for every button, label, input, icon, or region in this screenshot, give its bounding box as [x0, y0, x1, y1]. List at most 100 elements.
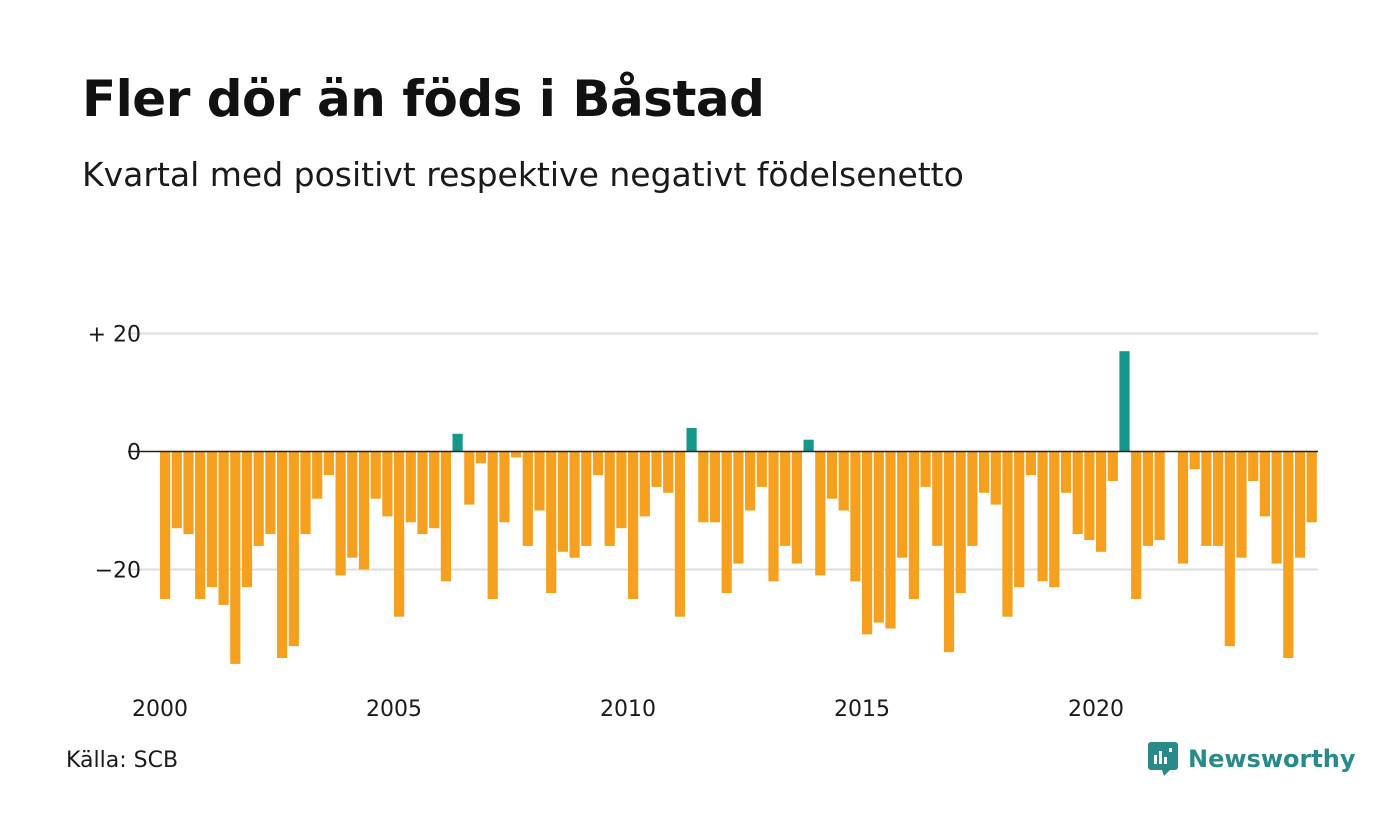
- bar: [1271, 451, 1282, 564]
- newsworthy-logo-icon: [1148, 742, 1178, 776]
- bar: [721, 451, 732, 594]
- bar: [604, 451, 615, 546]
- x-tick-label: 2015: [834, 697, 890, 722]
- bar: [791, 451, 802, 564]
- bar: [674, 451, 685, 617]
- bar: [932, 451, 943, 546]
- bar: [1119, 351, 1130, 452]
- bar: [1084, 451, 1095, 540]
- bar: [440, 451, 451, 582]
- bar: [908, 451, 919, 599]
- bar: [171, 451, 182, 529]
- brand-name: Newsworthy: [1188, 745, 1356, 773]
- chart-subtitle: Kvartal med positivt respektive negativt…: [82, 155, 964, 194]
- bar: [639, 451, 650, 517]
- bar: [206, 451, 217, 588]
- bar: [979, 451, 990, 493]
- bar: [499, 451, 510, 523]
- bar: [534, 451, 545, 511]
- x-axis-ticks: 2000 2005 2010 2015 2020: [132, 697, 1124, 722]
- bar: [920, 451, 931, 487]
- bar: [1049, 451, 1060, 588]
- bar: [733, 451, 744, 564]
- bar: [1060, 451, 1072, 493]
- bar: [616, 451, 627, 529]
- bar: [347, 451, 358, 558]
- bar: [768, 451, 779, 582]
- bar: [1306, 451, 1317, 523]
- x-tick-label: 2005: [366, 697, 422, 722]
- bar: [230, 451, 241, 664]
- bar: [160, 451, 171, 599]
- bar: [382, 451, 393, 517]
- bar: [1283, 451, 1294, 658]
- bar: [1259, 451, 1270, 517]
- bar: [546, 451, 557, 594]
- bar: [651, 451, 662, 487]
- bar: [195, 451, 206, 599]
- bar: [522, 451, 533, 546]
- bar: [452, 433, 463, 452]
- bar: [265, 451, 276, 535]
- bar: [686, 427, 697, 452]
- bar: [323, 451, 334, 476]
- bar: [288, 451, 299, 647]
- bar: [1224, 451, 1235, 647]
- bar: [253, 451, 264, 546]
- bar: [241, 451, 253, 588]
- bar: [745, 451, 756, 511]
- bar: [815, 451, 826, 576]
- bar: [569, 451, 580, 558]
- y-axis-ticks: + 20 0 −20: [88, 323, 141, 584]
- bar: [850, 451, 861, 582]
- bar: [1236, 451, 1247, 558]
- chart-title: Fler dör än föds i Båstad: [82, 70, 765, 128]
- bar: [1189, 451, 1200, 470]
- bar: [990, 451, 1001, 505]
- bar: [885, 451, 896, 629]
- bar: [1096, 451, 1107, 552]
- newsworthy-logo: Newsworthy: [1148, 742, 1356, 776]
- bar: [1107, 451, 1118, 481]
- bar: [873, 451, 884, 623]
- bar: [1201, 451, 1212, 546]
- bar: [1131, 451, 1142, 599]
- bar: [1014, 451, 1025, 588]
- bar: [464, 451, 475, 505]
- x-tick-label: 2000: [132, 697, 188, 722]
- bar: [218, 451, 229, 605]
- bars: [160, 351, 1317, 664]
- bar: [592, 451, 604, 476]
- bar: [628, 451, 639, 599]
- y-tick-label: + 20: [88, 323, 141, 348]
- bar: [429, 451, 440, 529]
- x-tick-label: 2010: [600, 697, 656, 722]
- bar: [487, 451, 498, 599]
- bar: [955, 451, 966, 594]
- x-tick-label: 2020: [1068, 697, 1124, 722]
- bar: [300, 451, 311, 535]
- bar: [1177, 451, 1189, 564]
- bar: [897, 451, 908, 558]
- bar: [756, 451, 767, 487]
- bar: [557, 451, 568, 552]
- bar: [826, 451, 838, 499]
- bar: [943, 451, 955, 653]
- bar: [838, 451, 849, 511]
- y-tick-label: −20: [95, 559, 141, 584]
- bar: [312, 451, 323, 499]
- bar: [967, 451, 978, 546]
- bar: [1154, 451, 1165, 540]
- bar: [183, 451, 194, 535]
- bar: [335, 451, 346, 576]
- bar: [370, 451, 381, 499]
- bar: [417, 451, 428, 535]
- bar: [803, 439, 814, 452]
- bar: [663, 451, 674, 493]
- bar: [581, 451, 592, 546]
- bar: [475, 451, 487, 464]
- bar: [698, 451, 709, 523]
- bar: [405, 451, 416, 523]
- bar: [1248, 451, 1259, 481]
